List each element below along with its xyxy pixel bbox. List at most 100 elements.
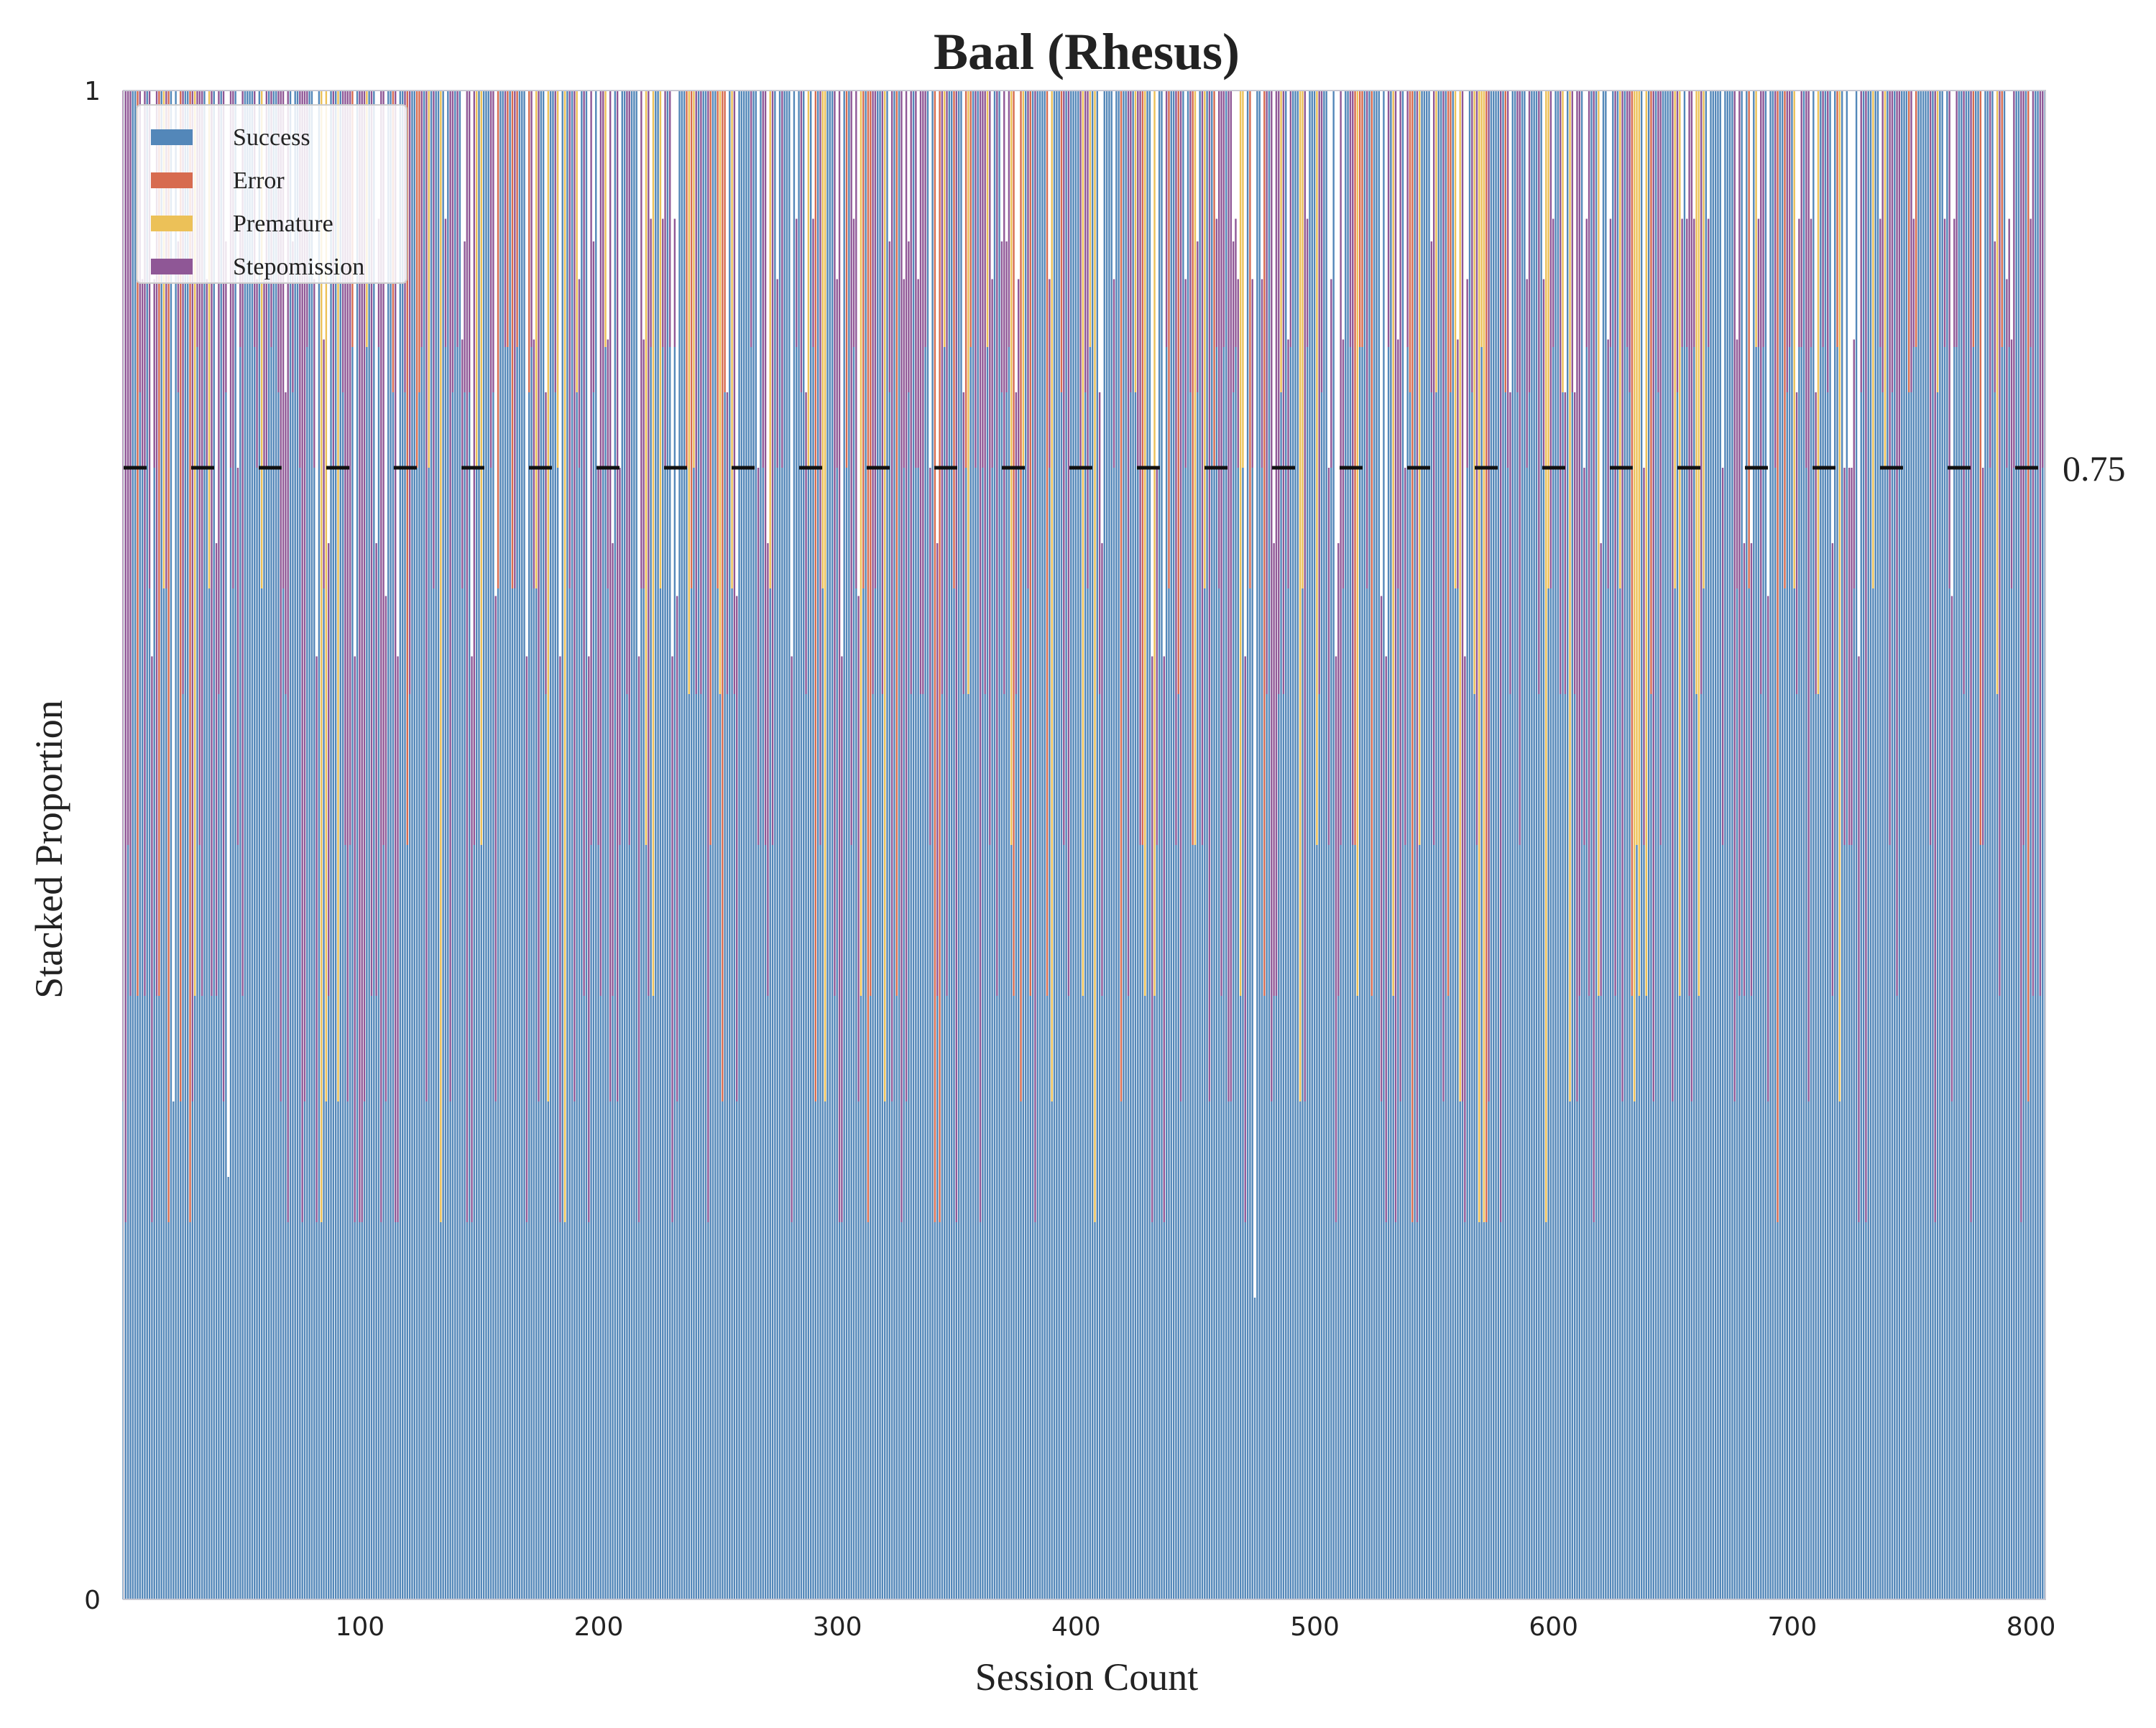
bar-success-81 [313,468,315,1599]
bar-success-733 [1869,91,1872,1599]
bar-success-484 [1275,996,1278,1599]
bar-success-100 [359,1222,361,1599]
bar-stepomission-594 [1538,91,1540,694]
bar-success-507 [1330,468,1332,1599]
bar-success-99 [356,91,359,1599]
bar-success-88 [330,91,332,1599]
bar-success-469 [1239,996,1242,1599]
bar-success-127 [423,91,425,1599]
bar-stepomission-775 [1970,91,1972,1222]
bar-success-215 [633,91,635,1599]
bar-stepomission-792 [2010,339,2013,588]
bar-success-320 [883,1101,886,1599]
bar-error-572 [1485,91,1488,1222]
bar-error-29 [189,91,191,1222]
bar-success-353 [962,694,964,1599]
bar-premature-567 [1473,91,1475,694]
bar-stepomission-315 [872,91,874,694]
bar-success-803 [2037,91,2039,1599]
bar-stepomission-422 [1127,91,1130,996]
x-tick-label-400: 400 [1051,1612,1101,1642]
bar-success-358 [975,468,977,1599]
bar-error-356 [969,91,972,347]
bar-success-132 [435,91,437,1599]
bar-success-58 [258,91,261,1599]
bar-stepomission-232 [673,218,676,347]
bar-success-265 [752,91,755,1599]
bar-stepomission-715 [1827,91,1829,392]
bar-success-652 [1676,392,1679,1599]
bar-success-227 [662,347,664,1599]
bar-success-600 [1552,347,1554,1599]
bar-stepomission-722 [1843,468,1846,845]
bar-success-552 [1437,91,1440,1599]
bar-stepomission-737 [1879,218,1881,347]
bar-stepomission-364 [989,91,991,845]
bar-success-237 [686,468,688,1599]
bar-success-684 [1753,91,1755,1599]
bar-premature-363 [986,91,989,347]
bar-error-443 [1177,91,1179,694]
bar-success-16 [158,996,160,1599]
bar-success-345 [944,347,946,1599]
bar-success-436 [1161,91,1163,1599]
bar-premature-571 [1483,91,1485,1222]
bar-success-238 [688,694,690,1599]
bar-success-640 [1647,91,1650,1599]
bar-success-731 [1865,1222,1867,1599]
bar-stepomission-145 [466,91,469,1222]
bar-success-551 [1435,392,1437,1599]
bar-success-769 [1955,347,1958,1599]
bar-success-302 [841,1222,843,1599]
bar-stepomission-190 [573,91,576,1101]
bar-success-288 [807,468,810,1599]
bar-success-619 [1598,996,1600,1599]
bar-success-104 [368,91,370,1599]
bar-success-333 [915,468,917,1599]
bar-success-741 [1889,845,1891,1599]
reference-line-group: 0.75 [124,448,2126,489]
bar-premature-619 [1598,91,1600,996]
y-tick-label-1: 1 [84,77,101,106]
bar-stepomission-632 [1628,91,1631,392]
bar-stepomission-19 [165,91,167,588]
bar-success-523 [1368,91,1370,1599]
bar-success-402 [1079,468,1082,1599]
bar-success-478 [1261,468,1263,1599]
bar-success-748 [1905,91,1908,1599]
bar-success-191 [576,392,578,1599]
bar-success-93 [341,392,344,1599]
bar-success-136 [444,347,447,1599]
bar-success-688 [1762,347,1764,1599]
bar-stepomission-397 [1067,91,1070,996]
bar-success-29 [189,1222,191,1599]
bar-stepomission-68 [282,91,285,588]
bar-error-479 [1263,91,1266,996]
bar-success-377 [1020,1101,1022,1599]
bar-stepomission-573 [1488,91,1490,1101]
bar-success-778 [1977,91,1979,1599]
bar-success-720 [1838,1101,1841,1599]
bar-success-730 [1862,91,1865,1599]
bar-stepomission-188 [568,91,571,588]
bar-stepomission-121 [408,91,411,694]
bar-success-331 [910,694,912,1599]
bar-success-496 [1304,1101,1306,1599]
bar-premature-651 [1674,91,1676,588]
bar-success-103 [366,347,368,1599]
bar-stepomission-564 [1466,279,1468,468]
bar-error-776 [1972,91,1975,347]
bar-stepomission-416 [1112,279,1115,468]
bar-success-187 [566,91,568,1599]
bar-success-206 [612,996,614,1599]
bar-success-656 [1686,347,1688,1599]
bar-premature-59 [261,91,263,588]
bar-success-357 [972,91,975,1599]
chart-title: Baal (Rhesus) [934,23,1240,80]
bar-stepomission-335 [919,91,922,694]
bar-stepomission-281 [791,656,793,1222]
bar-premature-31 [193,91,196,996]
bar-stepomission-12 [148,91,151,588]
bar-success-356 [969,347,972,1599]
